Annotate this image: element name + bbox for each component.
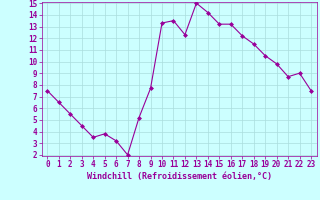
X-axis label: Windchill (Refroidissement éolien,°C): Windchill (Refroidissement éolien,°C) [87,172,272,181]
